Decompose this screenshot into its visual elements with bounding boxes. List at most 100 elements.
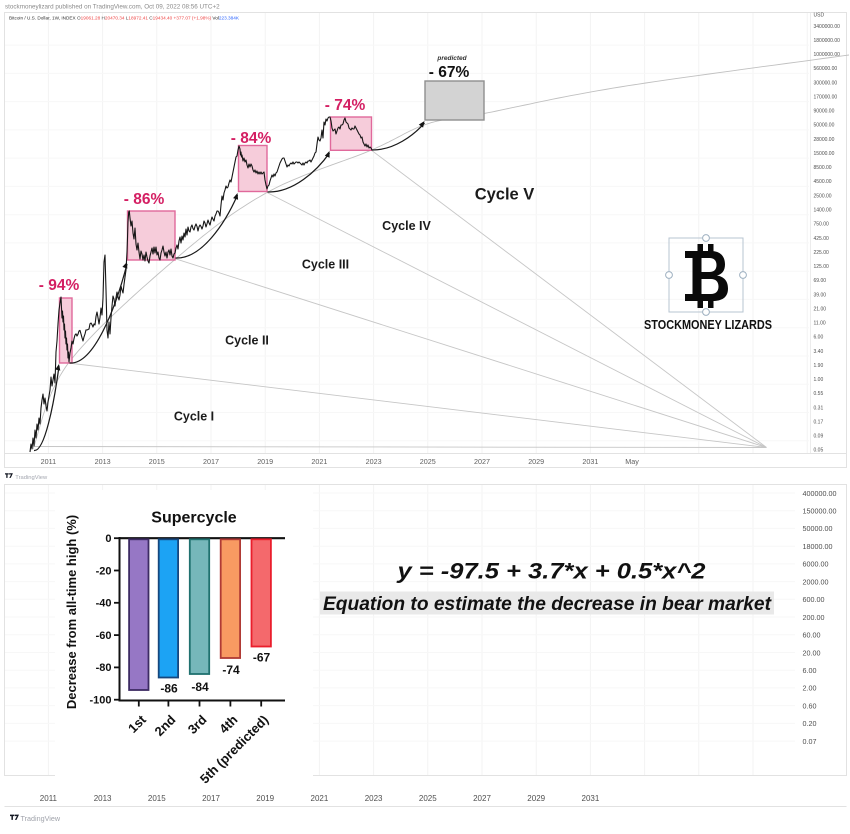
svg-text:USD: USD <box>814 13 825 19</box>
svg-text:2011: 2011 <box>40 794 58 803</box>
svg-text:stockmoneylizard published on: stockmoneylizard published on TradingVie… <box>5 4 220 11</box>
svg-text:2023: 2023 <box>365 794 383 803</box>
svg-text:-40: -40 <box>96 598 112 610</box>
svg-text:2023: 2023 <box>366 457 382 466</box>
svg-text:11.00: 11.00 <box>814 321 826 327</box>
svg-text:0.09: 0.09 <box>814 434 824 440</box>
svg-text:2015: 2015 <box>148 794 166 803</box>
svg-text:0.55: 0.55 <box>814 391 824 397</box>
svg-text:2013: 2013 <box>94 794 112 803</box>
svg-text:18000.00: 18000.00 <box>803 542 833 551</box>
svg-text:60.00: 60.00 <box>803 631 821 640</box>
svg-text:2017: 2017 <box>202 794 220 803</box>
svg-text:2019: 2019 <box>256 794 274 803</box>
svg-text:2025: 2025 <box>419 794 437 803</box>
svg-text:-80: -80 <box>96 662 112 674</box>
svg-text:50000.00: 50000.00 <box>814 123 835 129</box>
svg-text:2021: 2021 <box>311 794 329 803</box>
svg-text:20.00: 20.00 <box>803 648 821 657</box>
svg-text:1400.00: 1400.00 <box>814 208 832 214</box>
svg-text:-67: -67 <box>253 651 271 665</box>
svg-text:425.00: 425.00 <box>814 236 830 242</box>
svg-text:TradingView: TradingView <box>21 814 61 823</box>
svg-text:2031: 2031 <box>582 794 600 803</box>
svg-text:-74: -74 <box>222 663 240 677</box>
svg-text:2031: 2031 <box>582 457 598 466</box>
svg-text:2027: 2027 <box>474 457 490 466</box>
svg-text:Bitcoin / U.S. Dollar, 1W, IND: Bitcoin / U.S. Dollar, 1W, INDEX O19061.… <box>9 15 240 20</box>
svg-text:2029: 2029 <box>528 457 544 466</box>
svg-text:225.00: 225.00 <box>814 250 830 256</box>
svg-text:-20: -20 <box>96 565 112 577</box>
svg-text:-60: -60 <box>96 630 112 642</box>
svg-text:50000.00: 50000.00 <box>803 524 833 533</box>
svg-text:2500.00: 2500.00 <box>814 193 832 199</box>
svg-text:90000.00: 90000.00 <box>814 109 835 115</box>
svg-text:4500.00: 4500.00 <box>814 179 832 185</box>
svg-text:560000.00: 560000.00 <box>814 66 838 72</box>
svg-text:3400000.00: 3400000.00 <box>814 24 841 30</box>
svg-text:2027: 2027 <box>473 794 491 803</box>
svg-text:2019: 2019 <box>257 457 273 466</box>
svg-text:2011: 2011 <box>41 457 56 466</box>
svg-text:2017: 2017 <box>203 457 219 466</box>
svg-text:0.05: 0.05 <box>814 448 824 454</box>
svg-text:1000000.00: 1000000.00 <box>814 52 841 58</box>
svg-text:Cycle IV: Cycle IV <box>382 219 431 233</box>
svg-text:6000.00: 6000.00 <box>803 560 829 569</box>
svg-text:750.00: 750.00 <box>814 222 830 228</box>
svg-text:May: May <box>625 457 639 466</box>
svg-text:69.00: 69.00 <box>814 278 827 284</box>
svg-text:Cycle III: Cycle III <box>302 258 349 272</box>
svg-text:2.00: 2.00 <box>803 684 817 693</box>
svg-text:Cycle V: Cycle V <box>475 186 535 204</box>
svg-text:Cycle II: Cycle II <box>225 334 269 348</box>
svg-text:1.90: 1.90 <box>814 363 824 369</box>
svg-text:-86: -86 <box>160 682 178 696</box>
svg-text:- 84%: - 84% <box>231 130 272 147</box>
svg-text:2025: 2025 <box>420 457 436 466</box>
svg-text:Supercycle: Supercycle <box>151 510 236 527</box>
svg-text:Cycle I: Cycle I <box>174 410 214 424</box>
svg-text:0.20: 0.20 <box>803 719 817 728</box>
svg-text:2013: 2013 <box>95 457 111 466</box>
svg-text:150000.00: 150000.00 <box>803 507 837 516</box>
svg-text:39.00: 39.00 <box>814 292 827 298</box>
svg-text:1800000.00: 1800000.00 <box>814 38 841 44</box>
svg-text:600.00: 600.00 <box>803 595 825 604</box>
svg-text:170000.00: 170000.00 <box>814 95 838 101</box>
svg-text:2021: 2021 <box>311 457 327 466</box>
svg-text:2029: 2029 <box>527 794 545 803</box>
svg-text:Equation to estimate the decre: Equation to estimate the decrease in bea… <box>323 593 772 615</box>
svg-text:6.00: 6.00 <box>803 666 817 675</box>
svg-text:Decrease from all-time high (%: Decrease from all-time high (%) <box>64 515 79 709</box>
svg-text:200.00: 200.00 <box>803 613 825 622</box>
svg-text:- 94%: - 94% <box>39 277 80 294</box>
svg-text:y = -97.5 + 3.7*x + 0.5*x^2: y = -97.5 + 3.7*x + 0.5*x^2 <box>396 559 706 584</box>
svg-text:- 67%: - 67% <box>429 64 470 81</box>
svg-text:15000.00: 15000.00 <box>814 151 835 157</box>
svg-text:300000.00: 300000.00 <box>814 80 838 86</box>
svg-text:STOCKMONEY LIZARDS: STOCKMONEY LIZARDS <box>644 317 772 332</box>
svg-text:0.17: 0.17 <box>814 419 824 425</box>
svg-text:21.00: 21.00 <box>814 306 827 312</box>
svg-text:TradingView: TradingView <box>15 475 48 481</box>
svg-text:28000.00: 28000.00 <box>814 137 835 143</box>
svg-text:0.31: 0.31 <box>814 405 824 411</box>
svg-text:0.07: 0.07 <box>803 737 817 746</box>
svg-text:predicted: predicted <box>436 55 467 62</box>
svg-text:2000.00: 2000.00 <box>803 577 829 586</box>
svg-text:2015: 2015 <box>149 457 165 466</box>
svg-text:3.40: 3.40 <box>814 349 824 355</box>
svg-text:- 86%: - 86% <box>124 191 165 208</box>
svg-text:1.00: 1.00 <box>814 377 824 383</box>
svg-text:0: 0 <box>105 533 111 545</box>
svg-text:-100: -100 <box>89 695 111 707</box>
svg-text:125.00: 125.00 <box>814 264 830 270</box>
svg-text:8500.00: 8500.00 <box>814 165 832 171</box>
svg-text:0.60: 0.60 <box>803 701 817 710</box>
svg-text:- 74%: - 74% <box>325 97 366 114</box>
svg-text:6.00: 6.00 <box>814 335 824 341</box>
svg-text:-84: -84 <box>191 680 209 694</box>
svg-text:400000.00: 400000.00 <box>803 489 837 498</box>
